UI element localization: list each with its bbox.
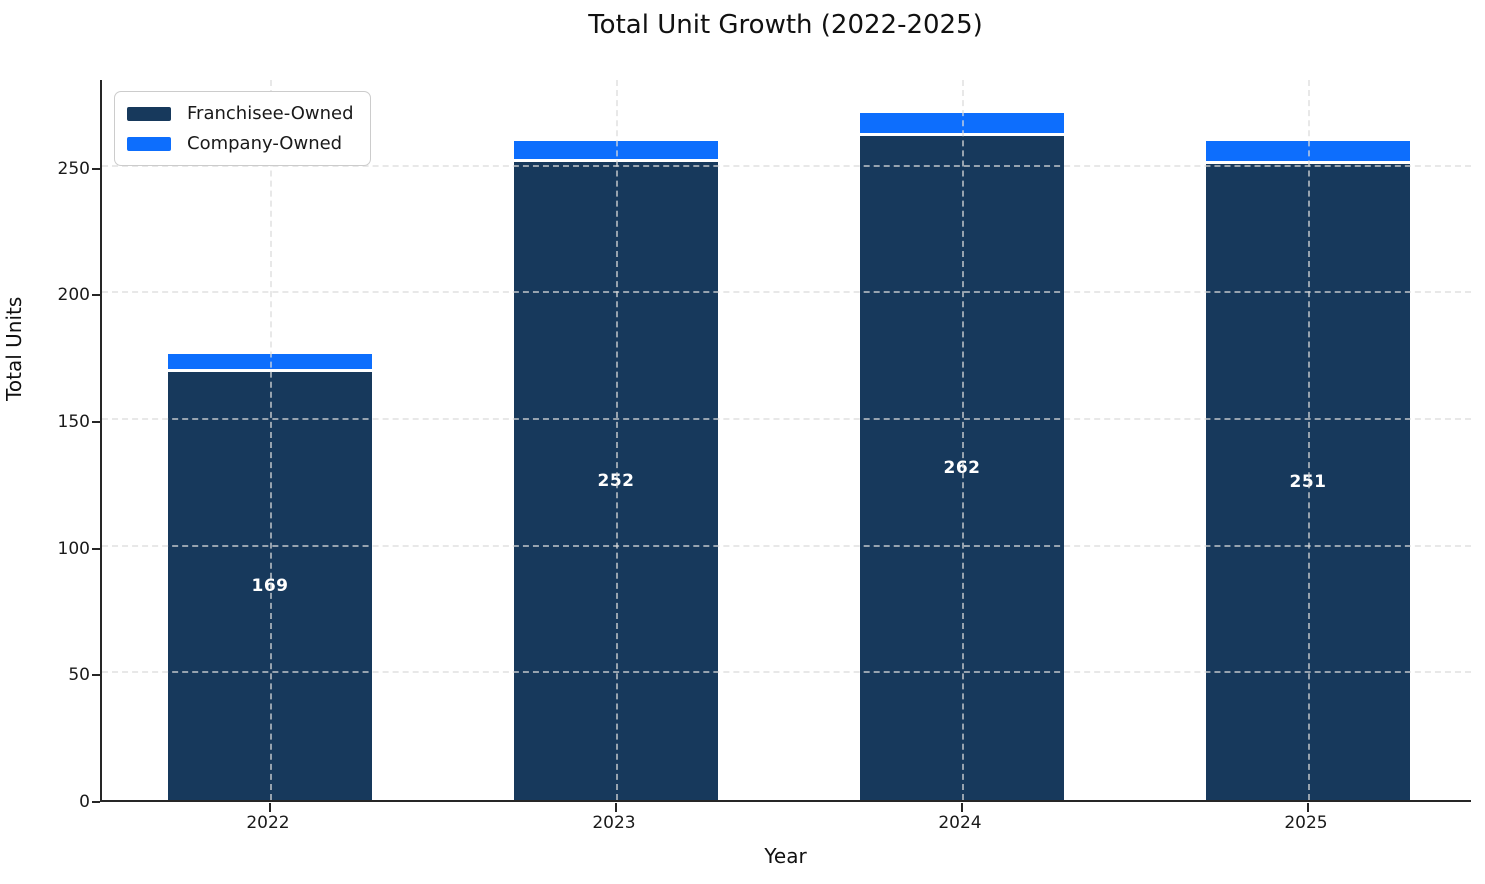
x-tick-mark [615, 803, 617, 812]
x-tick-label: 2022 [246, 813, 290, 833]
legend-item-company: Company-Owned [127, 133, 354, 154]
company-owned-swatch-icon [127, 136, 171, 151]
horizontal-gridline [102, 291, 1471, 294]
y-tick-mark [92, 674, 100, 677]
tick-layer [92, 80, 1471, 812]
horizontal-gridline [102, 164, 1471, 167]
bar-value-label-2022: 169 [251, 575, 289, 596]
x-tick-mark [1307, 803, 1309, 812]
y-axis-title: Total Units [2, 296, 26, 401]
vertical-gridline [616, 80, 618, 800]
y-tick-label: 50 [68, 665, 90, 686]
x-tick-label: 2025 [1284, 813, 1328, 833]
vertical-gridline [1308, 80, 1310, 800]
vertical-gridline [270, 80, 272, 800]
legend-item-franchisee: Franchisee-Owned [127, 103, 354, 124]
bar-value-label-2025: 251 [1289, 472, 1327, 493]
horizontal-gridline [102, 418, 1471, 420]
grid-layer [102, 80, 1471, 800]
y-tick-mark [92, 294, 100, 297]
x-tick-mark [961, 803, 963, 812]
y-tick-label: 100 [57, 538, 90, 559]
plot-area: 169 252 262 251 Franchisee-Owned Company-Ow… [92, 80, 1471, 812]
horizontal-gridline [102, 671, 1471, 674]
bar-value-label-2024: 262 [943, 458, 981, 479]
y-tick-label: 250 [57, 158, 90, 179]
vertical-gridline [962, 80, 964, 800]
bar-value-label-2023: 252 [597, 470, 635, 491]
y-tick-mark [92, 547, 100, 550]
chart-title: Total Unit Growth (2022-2025) [588, 10, 983, 40]
x-axis-title: Year [764, 844, 807, 868]
y-tick-label: 0 [79, 792, 90, 812]
y-tick-mark [92, 167, 100, 170]
x-tick-label: 2023 [592, 813, 636, 833]
horizontal-gridline [102, 544, 1471, 547]
x-tick-mark [269, 803, 271, 812]
legend-label: Franchisee-Owned [187, 103, 354, 124]
y-tick-mark [92, 421, 100, 423]
y-tick-label: 150 [57, 412, 90, 432]
y-tick-label: 200 [57, 285, 90, 306]
legend: Franchisee-Owned Company-Owned [114, 91, 371, 166]
franchisee-owned-swatch-icon [127, 106, 171, 121]
x-tick-label: 2024 [938, 813, 982, 833]
y-tick-mark [92, 801, 100, 803]
legend-label: Company-Owned [187, 133, 343, 154]
